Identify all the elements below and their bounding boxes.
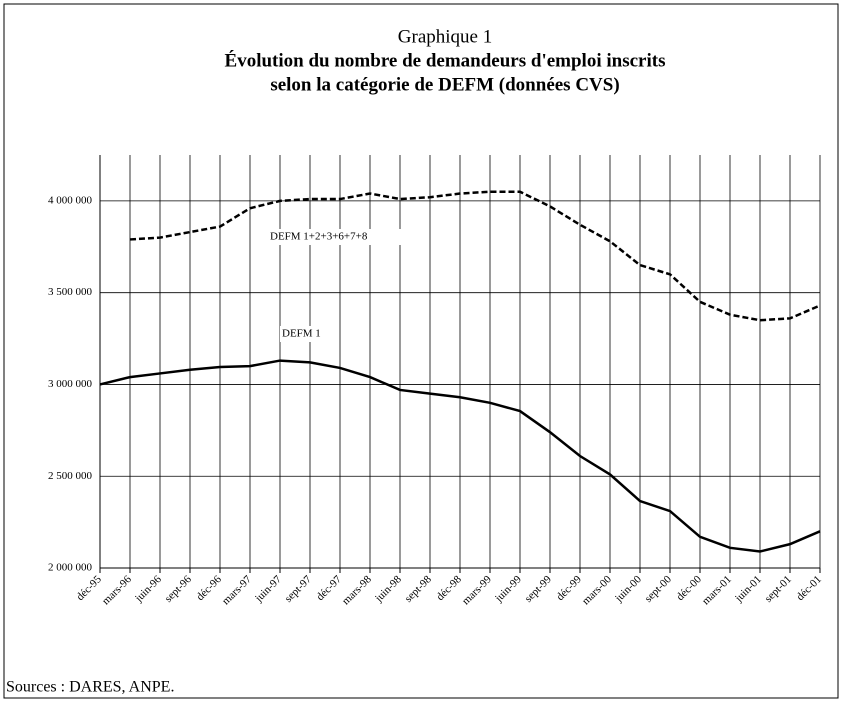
chart-subtitle: selon la catégorie de DEFM (données CVS) xyxy=(270,74,619,95)
series-label: DEFM 1+2+3+6+7+8 xyxy=(270,231,368,243)
series-line xyxy=(129,190,821,322)
x-tick-label: mars-01 xyxy=(700,573,734,607)
chart-subtitle: Évolution du nombre de demandeurs d'empl… xyxy=(225,49,666,71)
x-tick-label: mars-96 xyxy=(100,573,134,607)
y-tick-label: 4 000 000 xyxy=(48,194,93,206)
x-tick-label: sept-96 xyxy=(163,573,195,605)
series-line xyxy=(99,359,821,553)
x-tick-label: sept-99 xyxy=(523,573,555,605)
x-tick-label: sept-00 xyxy=(643,573,675,605)
x-tick-label: sept-01 xyxy=(763,573,794,604)
chart-title: Graphique 1 xyxy=(398,26,492,47)
y-tick-label: 3 500 000 xyxy=(48,286,93,298)
x-tick-label: sept-98 xyxy=(403,573,435,605)
label-bg xyxy=(268,229,406,245)
x-tick-label: juin-99 xyxy=(492,573,524,605)
x-tick-label: mars-00 xyxy=(580,573,614,607)
x-tick-label: juin-01 xyxy=(732,573,764,605)
x-tick-label: mars-98 xyxy=(340,573,374,607)
y-tick-label: 2 500 000 xyxy=(48,470,93,482)
source: Sources : DARES, ANPE. xyxy=(6,679,174,696)
x-tick-label: juin-97 xyxy=(252,573,284,605)
label-bg xyxy=(280,326,322,342)
x-tick-label: juin-00 xyxy=(612,573,644,605)
frame xyxy=(3,3,839,699)
x-tick-label: mars-97 xyxy=(220,573,254,607)
y-tick-label: 3 000 000 xyxy=(48,378,93,390)
x-tick-label: juin-98 xyxy=(372,573,404,605)
x-tick-label: sept-97 xyxy=(283,573,315,605)
series-label: DEFM 1 xyxy=(282,328,321,340)
x-tick-label: juin-96 xyxy=(132,573,164,605)
x-tick-label: déc-01 xyxy=(794,573,824,603)
y-tick-label: 2 000 000 xyxy=(48,562,93,574)
x-tick-label: mars-99 xyxy=(460,573,494,607)
